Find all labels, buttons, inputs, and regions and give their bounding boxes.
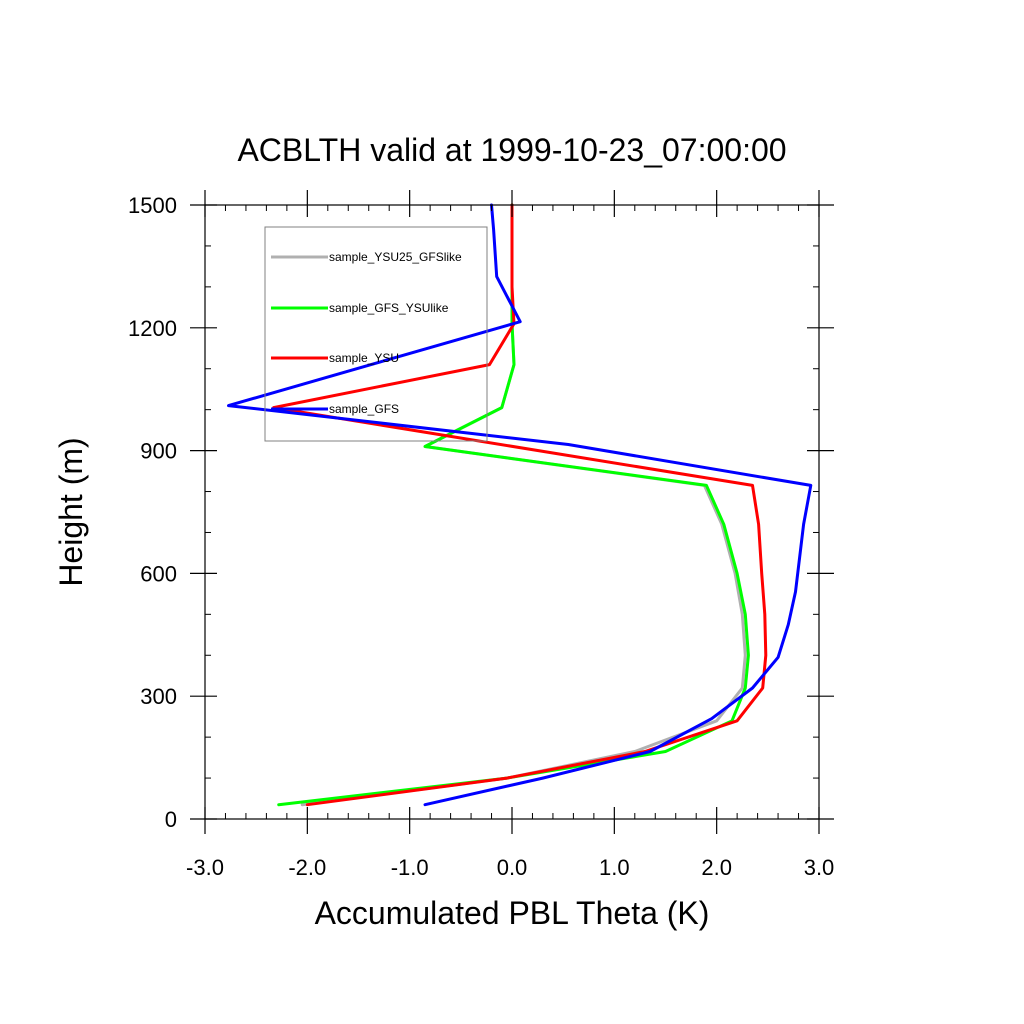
legend: sample_YSU25_GFSlike sample_GFS_YSUlikesa… xyxy=(264,226,488,442)
x-tick-label: 0.0 xyxy=(497,855,528,880)
x-tick-label: 3.0 xyxy=(804,855,835,880)
series-line-sample-ysu25-gfslike xyxy=(300,203,747,807)
legend-label: sample_YSU25_GFSlike xyxy=(329,250,462,264)
y-axis-label: Height (m) xyxy=(53,437,89,586)
series-layer xyxy=(227,203,813,807)
y-tick-label: 1500 xyxy=(128,193,177,218)
y-tick-label: 300 xyxy=(140,684,177,709)
legend-box xyxy=(264,226,488,442)
y-tick-label: 600 xyxy=(140,561,177,586)
y-tick-label: 1200 xyxy=(128,316,177,341)
y-tick-label: 900 xyxy=(140,439,177,464)
legend-label: sample_GFS_YSUlike xyxy=(329,301,449,315)
y-tick-label: 0 xyxy=(165,807,177,832)
x-tick-label: -3.0 xyxy=(186,855,224,880)
series-line-sample-gfs xyxy=(227,203,813,807)
x-tick-label: -1.0 xyxy=(391,855,429,880)
legend-label: sample_GFS xyxy=(329,402,399,416)
x-tick-label: -2.0 xyxy=(288,855,326,880)
x-tick-label: 2.0 xyxy=(701,855,732,880)
ticks-layer: -3.0 -2.0 -1.0 0.0 1.0 2.0 3.0 0 300 600 900 1200 15… xyxy=(128,190,834,880)
legend-label: sample_YSU xyxy=(329,351,399,365)
chart-title: ACBLTH valid at 1999-10-23_07:00:00 xyxy=(237,132,786,168)
series-line-sample-gfs-ysulike xyxy=(277,203,750,807)
series-line-sample-ysu xyxy=(272,203,768,807)
x-axis-label: Accumulated PBL Theta (K) xyxy=(315,895,710,931)
x-tick-label: 1.0 xyxy=(599,855,630,880)
